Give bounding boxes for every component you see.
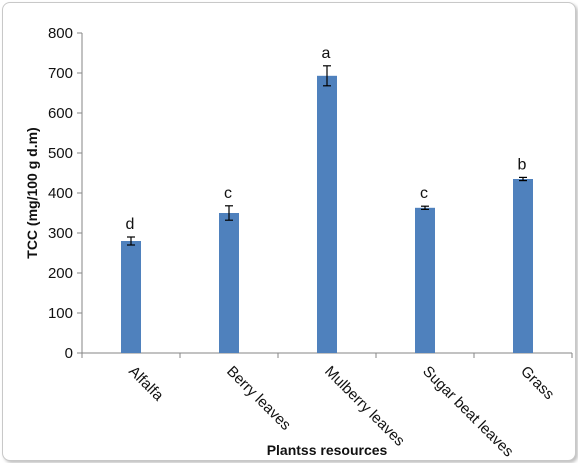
- x-tick-label: Mulberry leaves: [321, 363, 408, 450]
- x-tick-label: Berry leaves: [223, 363, 294, 434]
- y-tick-label: 200: [48, 265, 73, 282]
- y-tick-label: 400: [48, 185, 73, 202]
- y-tick-label: 800: [48, 25, 73, 42]
- data-label: b: [518, 156, 527, 173]
- data-label: c: [420, 185, 428, 202]
- plot-area: 0 100 200 300 400 500 600 700 800 d Alfalfa c Berry …: [48, 25, 573, 461]
- data-label: d: [126, 216, 135, 233]
- y-axis-title: TCC (mg/100 g d.m): [24, 127, 40, 258]
- y-tick-label: 0: [65, 345, 73, 362]
- data-label: a: [322, 45, 331, 62]
- bar: [317, 75, 337, 354]
- x-tick-label: Grass: [517, 363, 557, 403]
- x-tick-label: Sugar beat leaves: [419, 363, 517, 461]
- y-tick-label: 100: [48, 305, 73, 322]
- bar: [415, 207, 435, 353]
- y-tick-label: 700: [48, 65, 73, 82]
- bar: [513, 179, 533, 353]
- bar: [219, 213, 239, 353]
- bar: [121, 241, 141, 353]
- y-tick-label: 300: [48, 225, 73, 242]
- x-tick-label: Alfalfa: [125, 363, 167, 405]
- x-axis-title: Plantss resources: [267, 442, 388, 458]
- y-tick-label: 500: [48, 145, 73, 162]
- data-label: c: [224, 185, 232, 202]
- y-tick-label: 600: [48, 105, 73, 122]
